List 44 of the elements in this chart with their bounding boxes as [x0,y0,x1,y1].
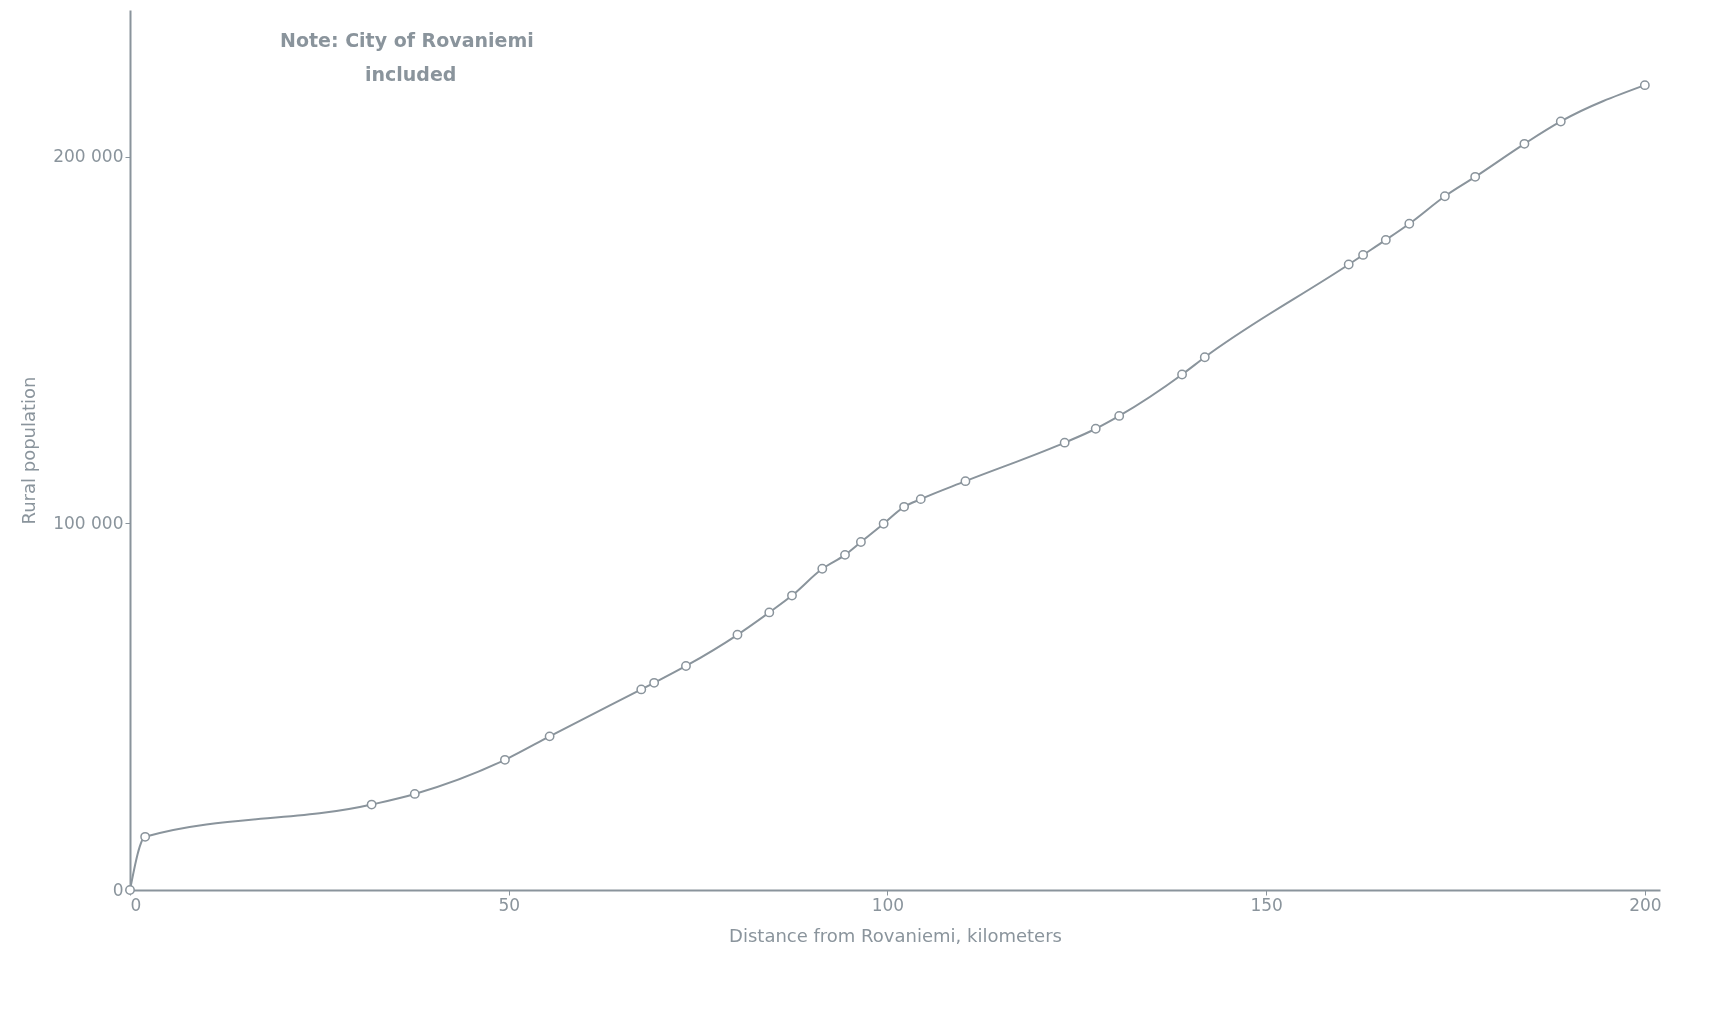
annotation: included [365,63,457,85]
point [1404,218,1415,229]
point [732,629,743,640]
point [1358,250,1369,260]
y-axis-title: Rural population [18,376,40,525]
point [1114,410,1125,421]
y-tick-label: 200 000 [53,146,124,167]
x-tick-label: 0 [130,894,142,915]
x-tick-label: 50 [498,894,521,915]
point [544,731,555,742]
point [915,494,926,505]
x-tick-label: 150 [1250,894,1283,915]
point [855,537,866,547]
x-tick-label: 200 [1629,894,1662,915]
point [366,799,377,810]
point [1090,423,1101,434]
point [1519,138,1530,149]
point [1199,352,1210,363]
point [499,754,510,765]
point [636,684,647,695]
point [878,518,889,529]
annotation: Note: City of Rovaniemi [280,29,534,51]
point [1555,116,1566,127]
point [1177,369,1187,380]
point [840,549,850,560]
x-tick-label: 100 [871,894,905,915]
point [817,563,828,574]
point [960,476,971,487]
point [1343,259,1354,270]
point [1059,437,1070,448]
point [899,501,910,512]
point [409,789,420,799]
y-tick-label: 100 000 [53,512,124,533]
point [1439,191,1450,202]
point [787,590,797,601]
y-tick-label: 0 [112,879,124,900]
point [1380,234,1391,245]
point [140,831,151,842]
point [1470,171,1481,182]
x-axis-title: Distance from Rovaniemi, kilometers [729,924,1062,946]
point [1639,80,1650,91]
point [764,607,775,618]
point [649,677,660,688]
point [681,661,691,671]
